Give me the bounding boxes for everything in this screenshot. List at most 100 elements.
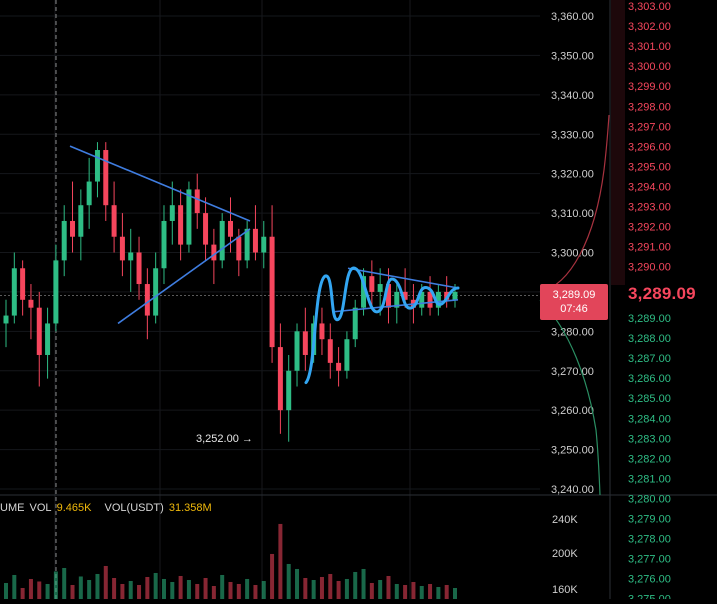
candle-body-2: [20, 268, 26, 300]
candle-body-43: [361, 276, 367, 308]
candle-body-8: [70, 220, 76, 237]
volume-bar-3: [28, 578, 33, 599]
volume-bar-9: [78, 576, 83, 599]
depth-bid-label-12: 3,277.00: [628, 554, 671, 566]
volume-bar-29: [245, 578, 250, 599]
price-axis-tick-11: 3,250.00: [551, 445, 594, 457]
volume-bar-0: [4, 582, 8, 599]
volume-bar-46: [386, 575, 391, 599]
price-axis-tick-1: 3,350.00: [551, 50, 594, 62]
price-axis-tick-3: 3,330.00: [551, 129, 594, 141]
depth-ask-label-6: 3,297.00: [628, 121, 671, 133]
candle-body-46: [385, 284, 391, 308]
depth-bid-label-8: 3,281.00: [628, 473, 671, 485]
depth-bid-label-13: 3,276.00: [628, 574, 671, 586]
low-price-annotation: 3,252.00 →: [196, 433, 253, 445]
volume-bar-50: [419, 585, 424, 599]
arrow-right-icon: →: [241, 433, 253, 445]
candle-body-12: [103, 150, 109, 206]
price-axis-tick-8: 3,280.00: [551, 326, 594, 338]
depth-ask-label-3: 3,300.00: [628, 61, 671, 73]
candle-body-50: [419, 291, 425, 308]
depth-ask-label-11: 3,292.00: [628, 222, 671, 234]
candle-body-25: [211, 244, 217, 261]
depth-bid-label-3: 3,286.00: [628, 373, 671, 385]
volume-bar-49: [411, 581, 416, 599]
volume-bar-16: [137, 584, 142, 599]
candle-body-5: [45, 323, 51, 355]
depth-bid-label-14: 3,275.00: [628, 594, 671, 599]
depth-bid-label-11: 3,278.00: [628, 534, 671, 546]
volume-bar-2: [20, 587, 25, 599]
candle-body-30: [252, 228, 258, 253]
candle-body-52: [435, 291, 441, 308]
volume-legend-vol-label: VOL: [29, 502, 52, 514]
candle-body-26: [219, 220, 225, 261]
volume-bar-15: [128, 580, 133, 599]
depth-ask-curve: [539, 114, 610, 293]
candle-body-38: [319, 323, 325, 340]
volume-bar-54: [453, 587, 457, 599]
volume-bar-36: [303, 577, 308, 599]
volume-bar-12: [103, 565, 108, 599]
volume-bar-44: [369, 582, 374, 599]
volume-bar-5: [45, 583, 50, 599]
volume-bar-8: [70, 584, 75, 599]
current-price-tag: 3,289.09 07:46: [540, 284, 608, 320]
volume-bar-42: [353, 571, 358, 599]
candle-body-19: [161, 220, 167, 269]
volume-bar-21: [178, 575, 183, 599]
volume-bar-30: [253, 584, 258, 599]
depth-ask-label-4: 3,299.00: [628, 81, 671, 93]
depth-bid-label-9: 3,280.00: [628, 493, 671, 505]
candle-body-10: [86, 181, 92, 206]
depth-ask-fill: [611, 0, 625, 285]
volume-bar-28: [236, 583, 241, 599]
candle-body-39: [327, 339, 333, 363]
volume-bar-35: [295, 568, 300, 599]
candle-body-42: [352, 307, 358, 340]
depth-bid-label-5: 3,284.00: [628, 413, 671, 425]
volume-bar-47: [394, 583, 399, 599]
candle-body-41: [344, 339, 350, 371]
volume-bar-14: [120, 583, 125, 599]
candle-body-16: [136, 252, 142, 285]
candle-body-20: [169, 205, 175, 221]
candle-body-18: [153, 268, 159, 316]
candle-body-32: [269, 236, 275, 348]
depth-bid-label-0: 3,289.00: [628, 313, 671, 325]
depth-bid-curve: [539, 299, 601, 496]
volume-bar-19: [161, 578, 166, 599]
depth-ask-label-9: 3,294.00: [628, 181, 671, 193]
volume-bar-11: [95, 573, 100, 599]
price-axis-tick-6: 3,300.00: [551, 248, 594, 260]
volume-bar-6: [53, 571, 58, 599]
candle-body-35: [294, 331, 300, 371]
volume-axis-tick-0: 240K: [552, 514, 578, 526]
volume-bar-33: [278, 523, 283, 599]
candle-body-15: [128, 252, 134, 261]
candle-body-48: [402, 291, 408, 300]
price-axis-tick-10: 3,260.00: [551, 405, 594, 417]
volume-bar-27: [228, 581, 233, 599]
volume-bar-1: [12, 574, 17, 599]
volume-bar-23: [195, 583, 200, 599]
candle-body-14: [119, 236, 125, 261]
low-price-value: 3,252.00: [196, 433, 239, 445]
candle-body-6: [53, 260, 59, 324]
volume-bar-25: [211, 585, 216, 599]
candle-body-51: [427, 291, 433, 308]
volume-bar-40: [336, 580, 341, 599]
depth-bid-label-10: 3,279.00: [628, 514, 671, 526]
depth-bid-label-4: 3,285.00: [628, 393, 671, 405]
candle-body-36: [302, 331, 308, 355]
candle-body-40: [336, 362, 342, 371]
trendline-upper-2: [347, 267, 459, 289]
volume-bar-45: [378, 579, 383, 599]
price-axis-tick-9: 3,270.00: [551, 366, 594, 378]
candle-body-4: [36, 307, 42, 355]
volume-bar-4: [37, 581, 42, 599]
volume-bar-10: [87, 579, 92, 599]
